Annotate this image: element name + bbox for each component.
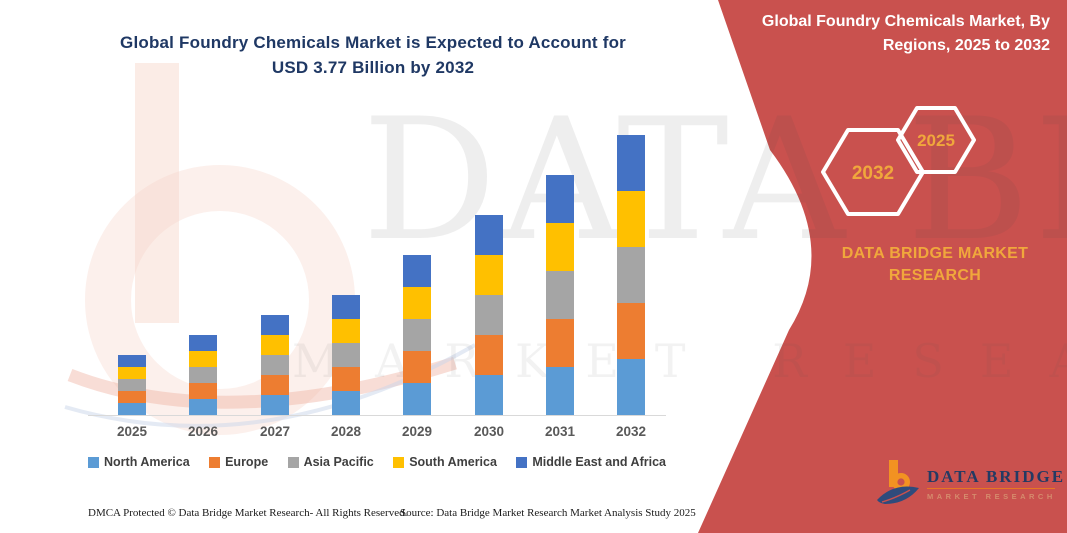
- bar-segment-asia-pacific: [546, 271, 574, 319]
- x-axis-label-2030: 2030: [473, 424, 505, 439]
- bar-segment-asia-pacific: [261, 355, 289, 375]
- bar-segment-europe: [475, 335, 503, 375]
- side-panel-title-line2: Regions, 2025 to 2032: [882, 37, 1050, 54]
- bar-segment-asia-pacific: [332, 343, 360, 367]
- bar-segment-asia-pacific: [189, 367, 217, 383]
- side-panel-title: Global Foundry Chemicals Market, By Regi…: [738, 10, 1050, 58]
- legend-item-europe: Europe: [209, 455, 268, 469]
- bar-segment-middle-east-and-africa: [261, 315, 289, 335]
- legend-swatch: [287, 456, 299, 468]
- bar-segment-europe: [403, 351, 431, 383]
- bar-segment-middle-east-and-africa: [332, 295, 360, 319]
- x-axis-label-2031: 2031: [544, 424, 576, 439]
- bar-segment-south-america: [475, 255, 503, 295]
- company-logo: DATA BRIDGE MARKET RESEARCH: [876, 458, 1065, 510]
- bar-segment-north-america: [617, 359, 645, 415]
- bar-segment-europe: [332, 367, 360, 391]
- x-axis-label-2026: 2026: [187, 424, 219, 439]
- side-panel-brand: DATA BRIDGE MARKET RESEARCH: [795, 243, 1067, 287]
- legend-item-middle-east-and-africa: Middle East and Africa: [516, 455, 666, 469]
- legend-item-north-america: North America: [88, 455, 190, 469]
- bar-segment-south-america: [617, 191, 645, 247]
- legend-label: Europe: [225, 455, 269, 469]
- bar-segment-south-america: [403, 287, 431, 319]
- bar-segment-asia-pacific: [403, 319, 431, 351]
- legend-swatch: [393, 456, 405, 468]
- x-axis-labels: 2025 2026 2027 2028 2029 2030 2031 2032: [88, 424, 666, 442]
- plot-area: [88, 126, 666, 416]
- bar-segment-north-america: [189, 399, 217, 415]
- logo-underline: [927, 487, 1055, 489]
- chart-title-line2: USD 3.77 Billion by 2032: [271, 58, 475, 77]
- bar-segment-europe: [261, 375, 289, 395]
- bar-segment-europe: [546, 319, 574, 367]
- x-axis-label-2032: 2032: [615, 424, 647, 439]
- bar-segment-south-america: [118, 367, 146, 379]
- legend-label: Middle East and Africa: [532, 455, 666, 469]
- chart-title-line1: Global Foundry Chemicals Market is Expec…: [120, 33, 626, 52]
- legend-item-asia-pacific: Asia Pacific: [287, 455, 374, 469]
- chart-title: Global Foundry Chemicals Market is Expec…: [85, 30, 661, 80]
- company-logo-mark: [877, 460, 919, 504]
- hexagon-2025: [896, 106, 976, 174]
- side-panel-brand-line1: DATA BRIDGE MARKET: [841, 245, 1029, 262]
- bar-segment-south-america: [261, 335, 289, 355]
- legend-swatch: [209, 456, 221, 468]
- legend: North America Europe Asia Pacific South Ame…: [88, 455, 666, 469]
- bar-segment-middle-east-and-africa: [189, 335, 217, 351]
- legend-label: North America: [104, 455, 190, 469]
- bar-segment-north-america: [118, 403, 146, 415]
- bar-segment-middle-east-and-africa: [475, 215, 503, 255]
- side-panel-title-line1: Global Foundry Chemicals Market, By: [761, 13, 1050, 30]
- x-axis-label-2025: 2025: [116, 424, 148, 439]
- logo-name: DATA BRIDGE: [927, 466, 1066, 486]
- bar-segment-south-america: [189, 351, 217, 367]
- bar-segment-north-america: [546, 367, 574, 415]
- bar-segment-north-america: [403, 383, 431, 415]
- bar-segment-middle-east-and-africa: [118, 355, 146, 367]
- bar-segment-south-america: [332, 319, 360, 343]
- legend-label: Asia Pacific: [303, 455, 374, 469]
- legend-swatch: [516, 456, 528, 468]
- hexagon-2025-label: 2025: [917, 131, 955, 150]
- bar-segment-europe: [617, 303, 645, 359]
- footer-source-note: Source: Data Bridge Market Research Mark…: [400, 507, 696, 519]
- bar-segment-europe: [118, 391, 146, 403]
- legend-label: South America: [409, 455, 497, 469]
- bar-segment-north-america: [261, 395, 289, 415]
- year-hexagons: 2032 2025: [821, 106, 976, 216]
- bar-segment-middle-east-and-africa: [403, 255, 431, 287]
- x-axis-label-2027: 2027: [259, 424, 291, 439]
- bar-segment-asia-pacific: [118, 379, 146, 391]
- x-axis-label-2029: 2029: [401, 424, 433, 439]
- bar-segment-south-america: [546, 223, 574, 271]
- bar-segment-asia-pacific: [475, 295, 503, 335]
- bar-segment-north-america: [332, 391, 360, 415]
- hexagon-2032-label: 2032: [852, 163, 894, 184]
- bar-segment-middle-east-and-africa: [617, 135, 645, 191]
- side-panel-brand-line2: RESEARCH: [888, 267, 982, 284]
- bar-segment-asia-pacific: [617, 247, 645, 303]
- footer-dmca-notice: DMCA Protected © Data Bridge Market Rese…: [88, 507, 408, 519]
- bar-segment-middle-east-and-africa: [546, 175, 574, 223]
- legend-item-south-america: South America: [393, 455, 497, 469]
- x-axis-label-2028: 2028: [330, 424, 362, 439]
- bar-segment-north-america: [475, 375, 503, 415]
- logo-tagline: MARKET RESEARCH: [927, 491, 1056, 501]
- legend-swatch: [88, 456, 99, 468]
- bar-segment-europe: [189, 383, 217, 399]
